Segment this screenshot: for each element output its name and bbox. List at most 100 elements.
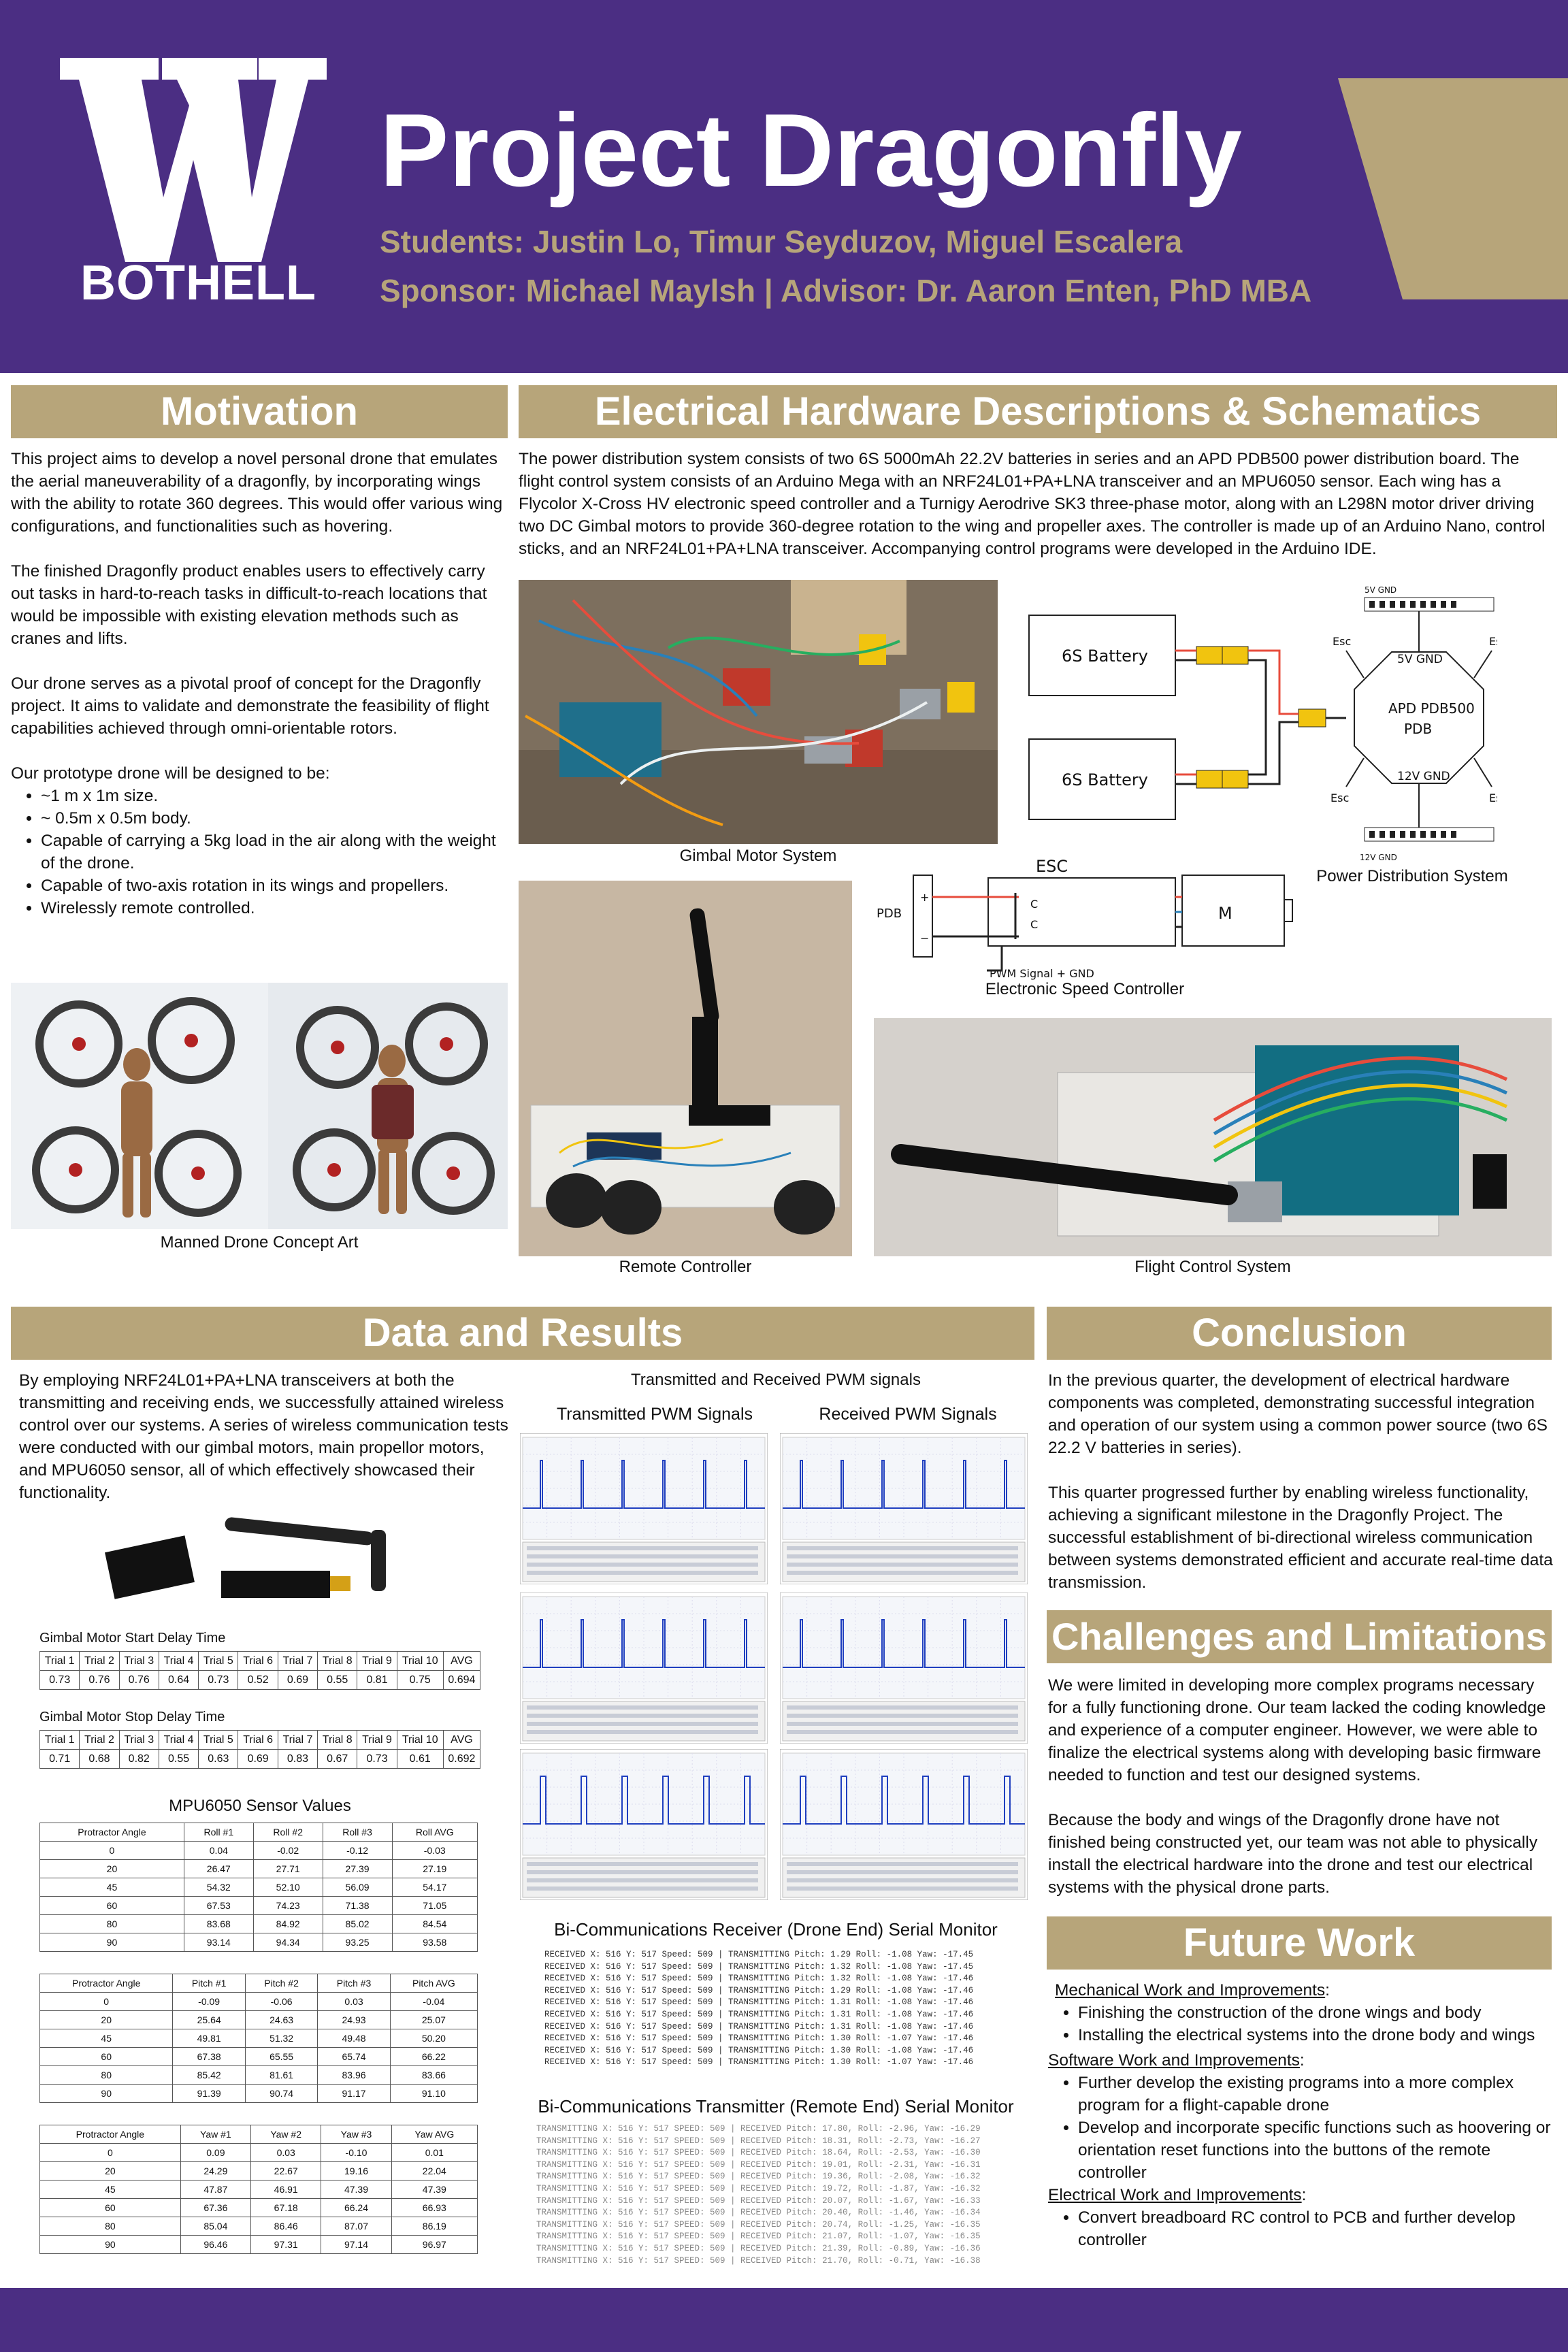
rx-pwm-title: Received PWM Signals [819,1405,997,1424]
concept-art-caption: Manned Drone Concept Art [160,1233,359,1252]
table-header-cell: Yaw #1 [180,2125,252,2144]
table-cell: 94.34 [252,1933,323,1952]
pdb-5v-label: 5V GND [1397,653,1443,666]
table-header-cell: Trial 3 [118,1730,159,1750]
serial-line: TRANSMITTING X: 516 Y: 517 SPEED: 509 | … [536,2124,981,2134]
concept-art-image [11,983,508,1229]
motivation-p3: Our drone serves as a pivotal proof of c… [11,674,489,738]
table-cell: 0.64 [158,1670,199,1690]
table-cell: 27.39 [322,1859,393,1878]
table-cell: 83.68 [183,1914,254,1933]
start-delay-table: Trial 1 Trial 2 Trial 3 Trial 4 Trial 5 Trial… [39,1651,481,1690]
elec-colon: : [1301,2186,1307,2204]
table-header-cell: Trial 7 [277,1651,318,1671]
table-cell: 0.81 [357,1670,397,1690]
table-cell: 0.83 [277,1749,318,1769]
table-cell: 19.16 [321,2161,392,2180]
pwm-title: Transmitted and Received PWM signals [631,1371,921,1389]
table-cell: -0.12 [322,1841,393,1860]
table-cell: 83.96 [317,2065,391,2085]
table-cell: 0.63 [198,1749,239,1769]
table-header-cell: Trial 8 [317,1651,358,1671]
table-cell: 93.25 [322,1933,393,1952]
table-header-cell: Trial 9 [357,1730,397,1750]
remote-caption: Remote Controller [619,1258,752,1276]
future-work-body: Mechanical Work and Improvements: Finish… [1048,1979,1554,2251]
table-cell: 26.47 [183,1859,254,1878]
table-cell: 22.67 [250,2161,322,2180]
table-header-cell: Trial 7 [277,1730,318,1750]
challenges-body: We were limited in developing more compl… [1048,1674,1554,1921]
serial-line: RECEIVED X: 516 Y: 517 Speed: 509 | TRAN… [544,2045,974,2055]
table-row: Protractor Angle Pitch #1 Pitch #2 Pitch #3… [39,1974,478,1993]
mech-colon: : [1325,1981,1330,1999]
table-cell: 90 [39,1933,184,1952]
mpu-title: MPU6050 Sensor Values [169,1797,351,1815]
future-work-heading: Future Work [1047,1916,1552,1970]
uw-logo-w [60,58,327,262]
list-item: Capable of two-axis rotation in its wing… [41,875,508,897]
stop-delay-table: Trial 1 Trial 2 Trial 3 Trial 4 Trial 5 Trial… [39,1730,481,1769]
sponsor-line: Sponsor: Michael Maylsh | Advisor: Dr. A… [380,273,1312,308]
table-cell: 87.07 [321,2217,392,2236]
table-row: 90 91.39 90.74 91.17 91.10 [39,2084,478,2103]
serial-line: RECEIVED X: 516 Y: 517 Speed: 509 | TRAN… [544,1997,974,2008]
table-header-cell: AVG [442,1651,481,1671]
pds-caption: Power Distribution System [1316,867,1508,885]
table-cell: 27.71 [252,1859,323,1878]
esc-label-tl: Esc [1333,635,1351,648]
serial-line: TRANSMITTING X: 516 Y: 517 SPEED: 509 | … [536,2148,981,2158]
table-cell: 85.04 [180,2217,252,2236]
table-cell: 0.69 [277,1670,318,1690]
battery2-label: 6S Battery [1062,770,1148,789]
table-header-cell: Trial 3 [118,1651,159,1671]
table-cell: 65.74 [317,2047,391,2066]
table-cell: 0.75 [396,1670,444,1690]
table-header-cell: Trial 6 [238,1651,278,1671]
table-cell: 85.42 [172,2065,246,2085]
table-cell: 0.71 [39,1749,80,1769]
table-cell: 91.17 [317,2084,391,2103]
pdb-label-2: PDB [1404,721,1432,737]
table-cell: 0 [39,1841,184,1860]
table-cell: 91.10 [389,2084,478,2103]
table-header-cell: Roll #1 [183,1823,254,1842]
motivation-body: This project aims to develop a novel per… [11,448,508,919]
table-row: 80 83.68 84.92 85.02 84.54 [39,1914,478,1933]
pwm-scope-panel [780,1433,1028,1584]
table-header-cell: Pitch #1 [172,1974,246,1993]
challenges-p1: We were limited in developing more compl… [1048,1676,1546,1784]
table-row: 60 67.36 67.18 66.24 66.93 [39,2198,478,2217]
table-header-cell: Trial 10 [396,1651,444,1671]
list-item: Wirelessly remote controlled. [41,897,508,919]
soft-colon: : [1299,2051,1305,2070]
table-cell: 24.63 [244,2010,318,2029]
table-cell: 0.76 [118,1670,159,1690]
table-row: 60 67.53 74.23 71.38 71.05 [39,1896,478,1915]
serial-line: TRANSMITTING X: 516 Y: 517 SPEED: 509 | … [536,2172,981,2182]
table-header-cell: Roll #3 [322,1823,393,1842]
table-cell: 80 [39,2217,181,2236]
list-item: Convert breadboard RC control to PCB and… [1078,2206,1554,2251]
esc-label-tr: Esc [1489,635,1497,648]
table-row: 20 26.47 27.71 27.39 27.19 [39,1859,478,1878]
table-cell: 54.17 [391,1878,478,1897]
esc-cap-2: C [1030,918,1038,931]
motivation-p2: The finished Dragonfly product enables u… [11,562,487,648]
table-cell: 60 [39,2047,174,2066]
pwm-scope-panel [780,1749,1028,1900]
table-row: 80 85.42 81.61 83.96 83.66 [39,2065,478,2085]
gimbal-motor-photo [519,580,998,844]
gimbal-caption: Gimbal Motor System [679,847,837,865]
table-cell: 50.20 [389,2029,478,2048]
serial-line: RECEIVED X: 516 Y: 517 Speed: 509 | TRAN… [544,2021,974,2031]
table-header-cell: Yaw #2 [250,2125,322,2144]
transmitter-serial-monitor: TRANSMITTING X: 516 Y: 517 SPEED: 509 | … [536,2123,1026,2267]
list-item: ~1 m x 1m size. [41,785,508,807]
table-cell: 0 [39,1992,174,2011]
pwm-scope-panel [780,1592,1028,1744]
table-cell: 0.73 [39,1670,80,1690]
table-cell: 22.04 [391,2161,478,2180]
conclusion-heading: Conclusion [1047,1307,1552,1360]
students-line: Students: Justin Lo, Timur Seyduzov, Mig… [380,224,1183,259]
